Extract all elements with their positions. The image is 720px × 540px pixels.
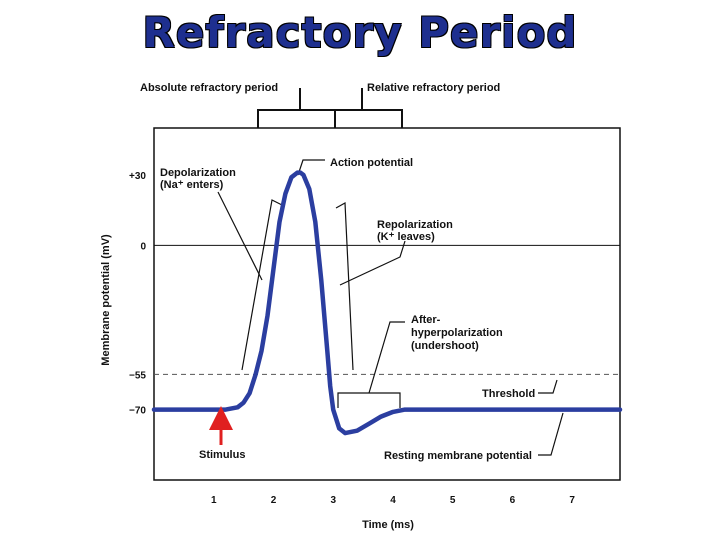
depolarization-sublabel: (Na⁺ enters)	[160, 179, 224, 191]
x-tick-label: 2	[271, 495, 277, 506]
y-tick-labels: +30 0 −55 −70	[129, 171, 146, 417]
y-tick-label: +30	[129, 171, 146, 182]
absolute-refractory-label: Absolute refractory period	[140, 82, 278, 94]
refractory-brackets	[257, 88, 403, 128]
y-tick-label: −70	[129, 406, 146, 417]
x-tick-labels: 1 2 3 4 5 6 7	[211, 495, 575, 506]
x-tick-label: 3	[330, 495, 336, 506]
resting-potential-label: Resting membrane potential	[384, 450, 532, 462]
repolarization-sublabel: (K⁺ leaves)	[377, 231, 435, 243]
depolarization-label: Depolarization	[160, 167, 236, 179]
afterhyperpolarization-label-2: hyperpolarization	[411, 327, 503, 339]
stimulus-label: Stimulus	[199, 449, 245, 461]
relative-refractory-label: Relative refractory period	[367, 82, 500, 94]
x-tick-label: 6	[510, 495, 516, 506]
repolarization-label: Repolarization	[377, 219, 453, 231]
action-potential-label: Action potential	[330, 157, 413, 169]
membrane-potential-trace	[151, 170, 623, 436]
y-axis-label: Membrane potential (mV)	[100, 234, 112, 366]
afterhyperpolarization-label-1: After-	[411, 314, 441, 326]
y-tick-label: −55	[129, 370, 146, 381]
x-tick-label: 7	[569, 495, 575, 506]
page-title: Refractory Period	[142, 7, 578, 58]
afterhyperpolarization-label-3: (undershoot)	[411, 340, 479, 352]
threshold-label: Threshold	[482, 388, 535, 400]
y-tick-label: 0	[140, 241, 146, 252]
x-axis-label: Time (ms)	[362, 519, 414, 531]
annotation-leaders	[217, 159, 564, 456]
plot-area	[153, 127, 621, 481]
x-tick-label: 4	[390, 495, 396, 506]
x-tick-label: 1	[211, 495, 217, 506]
x-tick-label: 5	[450, 495, 456, 506]
